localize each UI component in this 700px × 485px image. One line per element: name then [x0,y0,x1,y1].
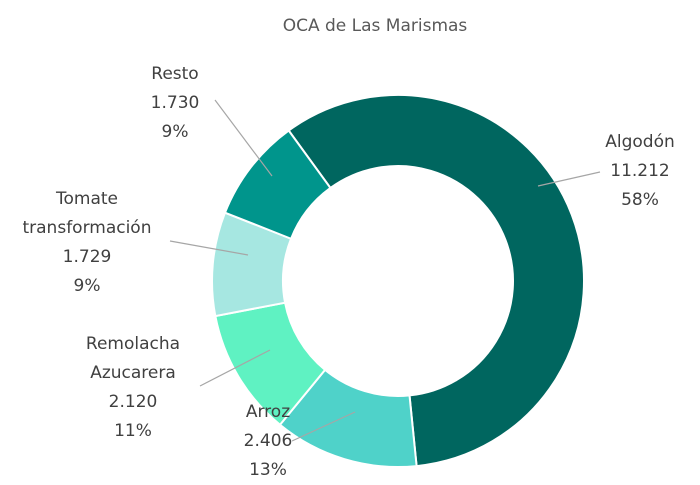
value-label: 2.406 [243,431,293,451]
value-label: 1.729 [62,247,112,267]
percent-label: 11% [114,421,152,441]
leader-line [214,99,273,177]
percent-label: 58% [621,190,659,210]
value-label: 2.120 [108,392,158,412]
category-label: Remolacha Azucarera [85,334,181,383]
value-label: 1.730 [150,93,200,113]
leader-line [537,171,601,187]
category-label: Tomate transformación [22,189,152,238]
leader-line [199,349,271,387]
category-label: Arroz [245,402,291,422]
value-label: 11.212 [610,161,670,181]
category-label: Algodón [605,132,675,152]
percent-label: 9% [73,276,101,296]
donut-segment [223,129,332,241]
leader-line [169,240,249,256]
leader-line [291,411,356,442]
category-label: Resto [151,64,199,84]
chart-title: OCA de Las Marismas [282,16,468,36]
percent-label: 13% [249,460,287,480]
donut-segment [287,94,585,468]
percent-label: 9% [161,122,189,142]
